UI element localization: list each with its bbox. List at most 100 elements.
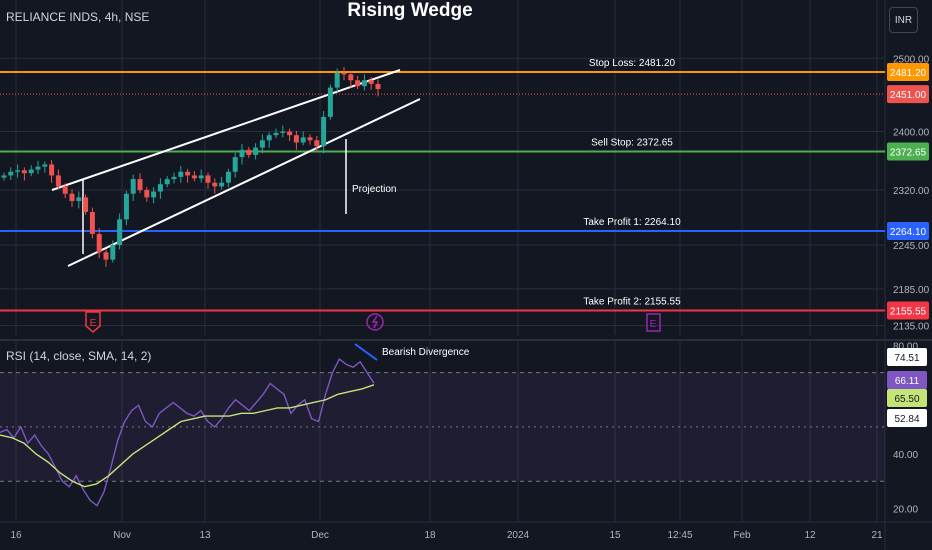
candle-body: [361, 80, 367, 87]
candle-body: [253, 147, 259, 155]
price-tick-label: 2245.00: [893, 241, 930, 252]
candle-body: [198, 175, 204, 179]
rsi-upper-value-badge-text: 74.51: [894, 353, 919, 364]
candle-body: [259, 140, 265, 148]
time-tick-label: 12:45: [667, 530, 692, 541]
dividend-marker: [366, 313, 384, 331]
candle-body: [225, 171, 231, 183]
candle-body: [171, 176, 177, 180]
candle-body: [185, 171, 191, 176]
sell-stop-label: Sell Stop: 2372.65: [591, 138, 673, 149]
time-tick-label: 13: [199, 530, 211, 541]
candle-body: [55, 175, 61, 187]
rsi-value-badge-text: 66.11: [895, 376, 920, 387]
candle-body: [137, 179, 143, 191]
candle-body: [42, 164, 48, 167]
wedge-lower-line: [67, 98, 421, 267]
rsi-upper-value-badge: [887, 348, 927, 366]
rsi-sma-value-badge-text: 65.50: [894, 394, 919, 405]
rsi-sma-line: [0, 384, 375, 488]
sell-stop-badge: [887, 142, 929, 161]
candle-body: [327, 87, 333, 117]
candle-body: [69, 193, 75, 202]
time-tick-label: 12: [804, 530, 816, 541]
time-tick-label: Feb: [733, 530, 751, 541]
last-price-badge: [887, 85, 929, 104]
stop-loss-badge-text: 2481.20: [890, 68, 927, 79]
chart-title: Rising Wedge: [347, 0, 473, 21]
bearish-divergence-line: [354, 343, 378, 361]
stop-loss-badge: [887, 63, 929, 82]
candle-body: [300, 137, 306, 143]
wedge-upper-line: [51, 69, 401, 191]
price-tick-label: 2135.00: [893, 321, 930, 332]
candle-body: [239, 149, 245, 158]
projection-label: Projection: [352, 184, 396, 195]
rsi-band-fill: [0, 372, 885, 482]
rsi-indicator-label[interactable]: RSI (14, close, SMA, 14, 2): [6, 349, 152, 363]
candle-body: [307, 137, 313, 141]
candle-body: [157, 184, 163, 192]
symbol-label[interactable]: RELIANCE INDS, 4h, NSE: [6, 10, 150, 24]
bearish-divergence-label: Bearish Divergence: [382, 347, 470, 358]
candle-body: [293, 135, 299, 143]
candle-body: [178, 171, 184, 177]
time-tick-label: Dec: [311, 530, 329, 541]
price-tick-label: 2400.00: [893, 128, 930, 139]
candle-body: [341, 72, 347, 75]
time-tick-label: Nov: [113, 530, 131, 541]
lightning-icon: [371, 315, 379, 329]
earnings-marker-2: [646, 313, 661, 332]
candle-body: [219, 182, 225, 187]
time-tick-label: 2024: [507, 530, 530, 541]
time-tick-label: 18: [424, 530, 436, 541]
candle-body: [110, 244, 116, 260]
earnings-marker-1-text: E: [90, 318, 97, 329]
time-tick-label: 15: [609, 530, 621, 541]
candle-body: [21, 170, 27, 174]
rsi-tick-label: 80.00: [893, 341, 918, 352]
candle-body: [89, 212, 95, 234]
candle-body: [49, 164, 55, 176]
rsi-lower-value-badge: [887, 409, 927, 427]
candle-body: [334, 72, 340, 88]
candle-body: [1, 175, 7, 178]
candle-body: [83, 197, 89, 213]
candle-body: [76, 197, 82, 202]
take-profit-1-badge-text: 2264.10: [890, 227, 927, 238]
candle-body: [266, 135, 272, 141]
candle-body: [103, 252, 109, 260]
candle-body: [232, 157, 238, 172]
candle-body: [205, 175, 211, 183]
rsi-tick-label: 40.00: [893, 450, 918, 461]
candle-body: [123, 193, 129, 220]
rsi-lower-value-badge-text: 52.84: [894, 414, 919, 425]
candle-body: [212, 182, 218, 187]
price-tick-label: 2500.00: [893, 54, 930, 65]
candle-body: [35, 166, 41, 170]
candle-body: [287, 131, 293, 136]
candle-body: [144, 190, 150, 198]
price-tick-label: 2185.00: [893, 285, 930, 296]
rsi-value-badge: [887, 371, 927, 389]
candle-body: [62, 186, 68, 194]
currency-button[interactable]: INR: [889, 7, 918, 33]
candle-body: [28, 169, 34, 174]
candle-body: [355, 80, 361, 87]
earnings-marker-1: [85, 311, 101, 333]
candle-body: [375, 83, 381, 90]
candle-body: [164, 179, 170, 185]
time-tick-label: 16: [10, 530, 22, 541]
take-profit-2-label: Take Profit 2: 2155.55: [583, 296, 681, 307]
candle-body: [191, 175, 197, 179]
stop-loss-label: Stop Loss: 2481.20: [589, 58, 676, 69]
take-profit-1-label: Take Profit 1: 2264.10: [583, 217, 681, 228]
candle-body: [130, 179, 136, 194]
candle-body: [273, 132, 279, 136]
sell-stop-badge-text: 2372.65: [890, 148, 927, 159]
candle-body: [15, 170, 21, 172]
candle-body: [151, 191, 157, 198]
candle-body: [96, 233, 102, 253]
candle-body: [246, 149, 252, 155]
